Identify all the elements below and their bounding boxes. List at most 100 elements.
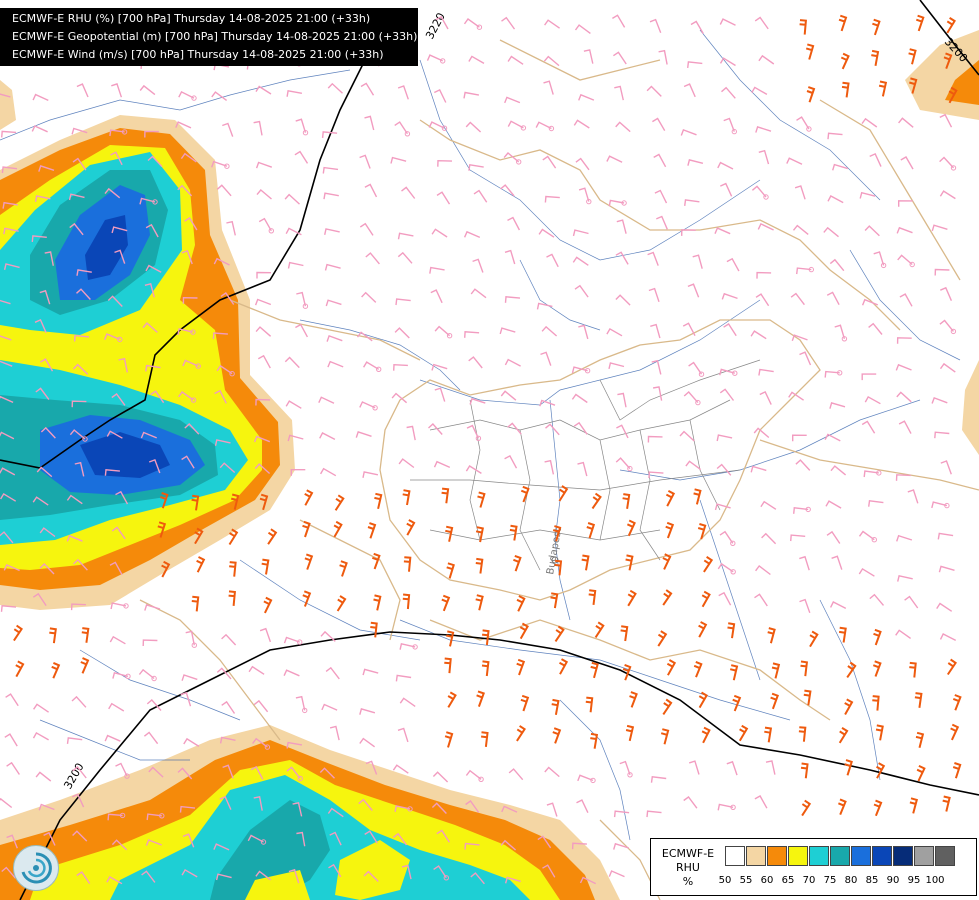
wind-barb <box>107 295 123 307</box>
calm-wind-marker <box>117 336 123 343</box>
wind-barb <box>362 471 379 478</box>
wind-barb <box>139 197 156 205</box>
wind-barb <box>144 604 161 611</box>
wind-barb <box>323 192 339 200</box>
wind-barb <box>948 86 958 104</box>
wind-barb <box>444 731 454 748</box>
wind-barb <box>0 605 17 612</box>
wind-barb <box>868 500 884 507</box>
wind-barb <box>516 595 526 612</box>
legend-model: ECMWF-E <box>661 847 715 860</box>
wind-barb <box>859 191 876 199</box>
wind-barb <box>0 335 12 341</box>
wind-barb <box>869 593 885 606</box>
wind-barb <box>873 251 885 266</box>
wind-barb <box>3 263 20 270</box>
wind-barb <box>732 694 742 712</box>
wind-barb <box>680 128 697 136</box>
calm-wind-marker <box>260 839 267 845</box>
wind-barb <box>35 387 50 401</box>
wind-barb <box>627 589 637 607</box>
wind-barb <box>296 831 306 847</box>
wind-barb <box>6 834 18 849</box>
wind-barb <box>764 726 773 743</box>
calm-wind-marker <box>190 329 196 335</box>
wind-barb <box>516 725 526 742</box>
wind-barb <box>465 465 482 474</box>
wind-barb <box>295 695 306 711</box>
wind-barb <box>938 565 955 573</box>
wind-barb <box>69 429 86 440</box>
legend-variable: RHU <box>676 861 700 874</box>
wind-barb <box>729 664 739 681</box>
wind-barb <box>805 43 815 60</box>
wind-barb <box>809 630 819 648</box>
legend-tick: 75 <box>823 875 837 886</box>
wind-barb <box>359 737 376 748</box>
wind-barb <box>827 195 844 204</box>
wind-barb <box>790 534 806 542</box>
wind-barb <box>723 117 735 132</box>
wind-barb <box>66 494 83 505</box>
wind-barb <box>216 667 232 680</box>
wind-barb <box>834 324 846 339</box>
wind-barb <box>545 423 560 436</box>
calm-wind-marker <box>590 777 596 784</box>
wind-barb <box>395 298 411 306</box>
wind-barb <box>832 163 849 171</box>
wind-barb <box>324 228 340 235</box>
wind-barb <box>431 802 447 814</box>
wind-barb <box>838 626 847 643</box>
calm-wind-marker <box>695 399 701 406</box>
wind-barb <box>184 423 200 435</box>
wind-barb <box>858 567 875 577</box>
calm-wind-marker <box>871 537 877 543</box>
wind-barb <box>392 764 409 774</box>
wind-barb <box>507 422 522 435</box>
wind-barb <box>585 696 594 713</box>
wind-barb <box>753 427 770 439</box>
wind-barb <box>481 660 490 677</box>
wind-barb <box>846 661 857 678</box>
wind-barb <box>650 323 661 339</box>
calm-wind-marker <box>806 126 812 132</box>
wind-barb <box>441 487 450 504</box>
wind-barb <box>897 254 913 266</box>
wind-barb <box>435 15 449 30</box>
wind-barb <box>519 622 529 640</box>
wind-barb <box>148 766 164 778</box>
wind-barb <box>328 863 342 878</box>
wind-barb <box>319 767 335 779</box>
wind-barb <box>693 660 703 678</box>
calm-wind-marker <box>478 776 484 782</box>
wind-barb <box>824 370 840 378</box>
wind-barb <box>703 556 714 573</box>
wind-barb <box>395 674 412 682</box>
wind-barb <box>178 391 194 401</box>
wind-barb <box>39 527 56 538</box>
wind-barb <box>434 387 446 402</box>
calm-wind-marker <box>302 130 309 136</box>
wind-barb <box>104 734 121 742</box>
wind-barb <box>283 636 300 644</box>
wind-barb <box>758 54 775 65</box>
wind-barb <box>69 222 84 236</box>
wind-barb <box>755 565 771 576</box>
wind-barb <box>501 16 516 30</box>
wind-barb <box>898 200 913 207</box>
wind-barb <box>359 401 376 409</box>
wind-barb <box>472 258 484 273</box>
wind-barb <box>687 283 700 298</box>
wind-barb <box>716 434 733 442</box>
calm-wind-marker <box>191 642 198 648</box>
wind-barb <box>615 121 631 133</box>
wind-barb <box>477 491 486 508</box>
wind-barb <box>552 727 562 744</box>
wind-barb <box>247 834 264 843</box>
wind-barb <box>111 393 126 406</box>
wind-barb <box>464 331 480 338</box>
wind-barb <box>574 24 591 34</box>
wind-barb <box>397 251 413 264</box>
wind-barb <box>896 534 913 542</box>
wind-barb <box>397 85 409 100</box>
